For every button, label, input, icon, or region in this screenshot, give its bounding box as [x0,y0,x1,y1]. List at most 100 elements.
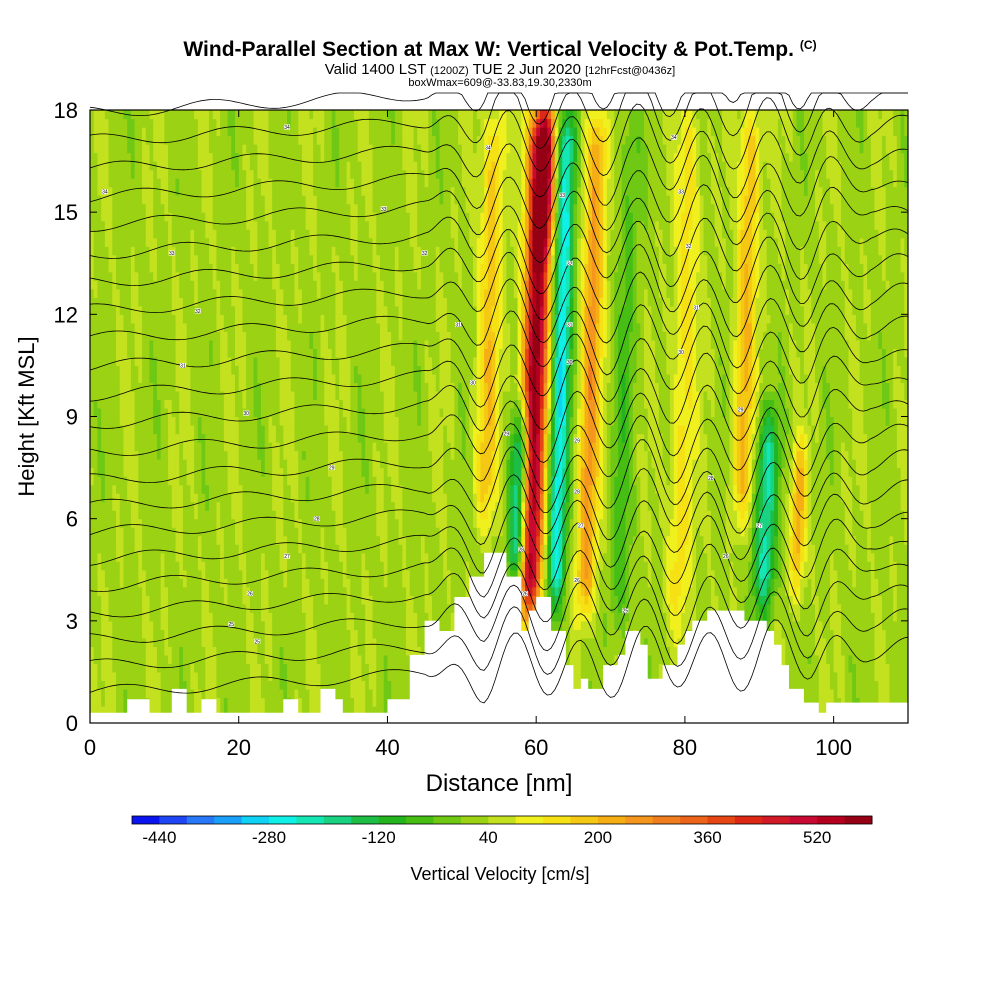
colorbar-tick-label: -120 [362,828,396,847]
x-tick-label: 20 [226,735,250,760]
contour-label: 29 [574,438,580,444]
colorbar-tick-label: 520 [803,828,831,847]
theta-contours [89,92,909,704]
contour-label: 29 [504,432,510,438]
x-tick-label: 40 [375,735,399,760]
contour-label: 25 [229,622,235,628]
colorbar-swatch [680,816,709,824]
contour-label: 27 [578,523,584,529]
contour-label: 33 [381,207,387,213]
theta-contour [89,298,909,379]
contour-label: 25 [623,609,629,615]
contour-label: 30 [243,411,249,417]
contour-label: 33 [559,193,565,199]
colorbar-swatch [625,816,654,824]
colorbar-swatch [817,816,846,824]
theta-contour [89,515,909,598]
y-tick-label: 15 [54,200,78,225]
velocity-field [90,110,908,723]
contour-label: 31 [693,306,699,312]
chart-title: Wind-Parallel Section at Max W: Vertical… [183,38,817,61]
theta-contour [89,352,909,432]
theta-contour [89,619,909,704]
contour-label: 32 [195,309,201,315]
contour-label: 29 [329,466,335,472]
contour-label: 28 [314,517,320,523]
copyright-mark: (C) [799,38,817,52]
colorbar: -440 -280 -120 40 200 360 520 Vertical Velocity… [131,815,873,884]
contour-label: 30 [567,360,573,366]
y-tick-label: 9 [66,405,78,430]
theta-contour [89,264,909,346]
theta-contour [89,92,908,125]
colorbar-swatch [570,816,599,824]
colorbar-swatch [652,816,681,824]
theta-contour-labels: 34 34 34 34 33 33 33 33 32 32 32 32 31 31 31 31 30 30 30 30… [101,124,763,645]
contour-label: 32 [422,251,428,257]
y-tick-label: 6 [66,507,78,532]
colorbar-swatch [186,816,215,824]
contour-label: 28 [708,476,714,482]
theta-contour [89,591,909,675]
colorbar-swatch [378,816,407,824]
theta-contour [89,543,909,622]
theta-contour [89,236,909,321]
x-tick-label: 60 [524,735,548,760]
colorbar-swatch [762,816,791,824]
x-axis-label: Distance [nm] [426,770,573,797]
axes: 0 20 40 60 80 100 0 3 6 9 12 15 18 Distance [nm] Heigh… [14,98,908,797]
contour-label: 27 [756,523,762,529]
contour-label: 32 [686,244,692,250]
terrain [90,552,908,723]
contour-label: 25 [255,639,261,645]
colorbar-tick-label: 360 [693,828,721,847]
contour-label: 26 [247,592,253,598]
contour-label: 26 [723,554,729,560]
colorbar-swatch [734,816,763,824]
colorbar-swatch [789,816,818,824]
contour-label: 29 [738,408,744,414]
colorbar-swatch [597,816,626,824]
y-tick-label: 18 [54,98,78,123]
colorbar-swatch [296,816,325,824]
colorbar-tick-label: -440 [142,828,176,847]
contour-label: 30 [470,380,476,386]
chart-subtitle: Valid 1400 LST (1200Z) TUE 2 Jun 2020 [1… [324,61,676,78]
contour-label: 28 [519,547,525,553]
contour-label: 26 [574,578,580,584]
theta-contour [89,97,909,178]
colorbar-swatch [515,816,544,824]
theta-contour [89,432,909,513]
y-tick-label: 12 [54,302,78,327]
x-tick-label: 0 [84,735,96,760]
contour-label: 34 [102,190,108,196]
colorbar-swatch [351,816,380,824]
contour-label: 33 [678,190,684,196]
theta-contour [89,384,909,464]
contour-label: 28 [574,489,580,495]
contour-label: 34 [671,135,677,141]
contour-label: 31 [567,323,573,329]
colorbar-swatch [488,816,517,824]
colorbar-swatch [323,816,352,824]
colorbar-label: Vertical Velocity [cm/s] [410,864,589,884]
theta-contour [89,491,909,574]
contour-label: 31 [180,363,186,369]
contour-label: 32 [567,261,573,267]
contour-label: 31 [455,323,461,329]
theta-contour [90,407,909,492]
colorbar-swatch [460,816,489,824]
colorbar-swatch [132,816,160,824]
y-axis-label: Height [Kft MSL] [14,336,39,496]
colorbar-swatch [159,816,188,824]
x-tick-label: 100 [815,735,852,760]
theta-contour [89,130,909,210]
contour-label: 26 [522,592,528,598]
contour-label: 34 [284,125,290,131]
colorbar-swatch [269,816,297,824]
colorbar-tick-label: -280 [252,828,286,847]
colorbar-swatch [433,816,462,824]
contour-label: 34 [485,145,491,151]
theta-contour [89,568,909,652]
